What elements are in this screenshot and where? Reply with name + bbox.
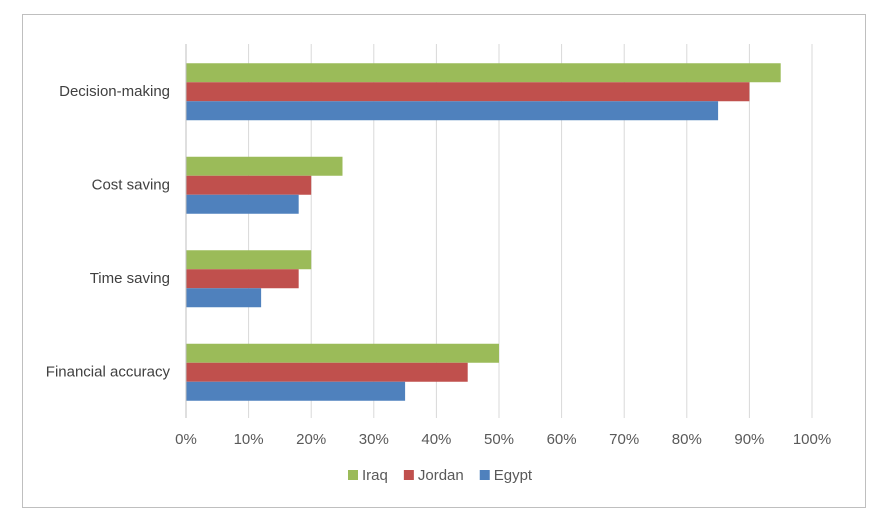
- bar-iraq-cost-saving: [186, 156, 343, 176]
- bar-iraq-time-saving: [186, 250, 312, 270]
- bar-egypt-financial-accuracy: [186, 381, 406, 401]
- legend: Iraq Jordan Egypt: [348, 467, 533, 484]
- x-tick-label: 80%: [672, 431, 702, 448]
- x-tick-label: 30%: [359, 431, 389, 448]
- legend-swatch-jordan: [403, 470, 414, 480]
- bar-egypt-decision-making: [186, 101, 719, 121]
- bar-jordan-time-saving: [186, 269, 299, 289]
- x-tick-label: 60%: [547, 431, 577, 448]
- bar-jordan-decision-making: [186, 82, 750, 102]
- x-tick-label: 100%: [793, 431, 831, 448]
- y-category-label: Financial accuracy: [46, 363, 171, 380]
- bar-egypt-cost-saving: [186, 194, 299, 214]
- legend-label-egypt: Egypt: [494, 467, 533, 484]
- y-category-label: Time saving: [90, 270, 170, 287]
- bar-iraq-financial-accuracy: [186, 343, 499, 363]
- x-tick-label: 50%: [484, 431, 514, 448]
- axes: 0% 10% 20% 30% 40% 50% 60% 70% 80% 90% 100% Decisio…: [46, 44, 831, 448]
- x-tick-label: 40%: [421, 431, 451, 448]
- y-category-label: Decision-making: [59, 83, 170, 100]
- x-tick-label: 0%: [175, 431, 197, 448]
- bar-jordan-cost-saving: [186, 175, 312, 195]
- x-tick-label: 70%: [609, 431, 639, 448]
- x-tick-label: 20%: [296, 431, 326, 448]
- bar-iraq-decision-making: [186, 63, 781, 83]
- x-tick-label: 90%: [734, 431, 764, 448]
- bar-egypt-time-saving: [186, 288, 262, 308]
- legend-label-iraq: Iraq: [362, 467, 388, 484]
- legend-swatch-iraq: [348, 470, 358, 480]
- x-tick-label: 10%: [234, 431, 264, 448]
- legend-swatch-egypt: [479, 470, 490, 480]
- y-category-label: Cost saving: [92, 176, 170, 193]
- bar-jordan-financial-accuracy: [186, 362, 468, 382]
- legend-label-jordan: Jordan: [418, 467, 464, 484]
- bars: [186, 63, 781, 401]
